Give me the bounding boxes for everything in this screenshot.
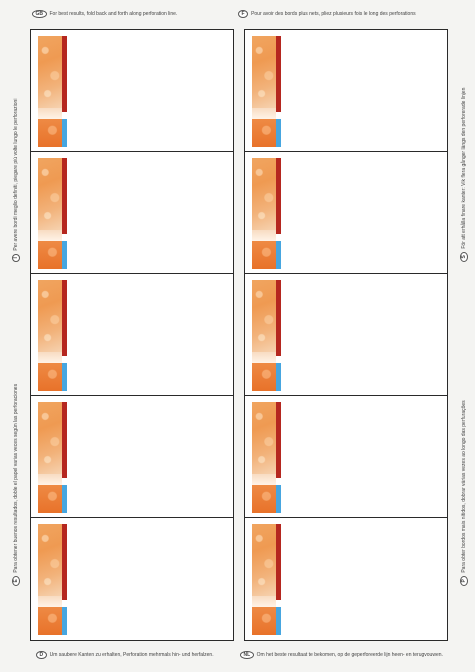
- instruction-f-text: Pour avoir des bords plus nets, pliez pl…: [251, 11, 416, 17]
- language-badge-gb: GB: [32, 10, 47, 18]
- blue-stripe: [62, 363, 67, 391]
- card-column-right: [244, 29, 448, 641]
- red-stripe: [62, 524, 67, 600]
- instruction-p-text: Para obter bordos mais nítidos, dobrar v…: [461, 400, 467, 573]
- instruction-gb: GB For best results, fold back and forth…: [32, 10, 177, 18]
- instruction-d: D Um saubere Kanten zu erhalten, Perfora…: [36, 651, 214, 659]
- perforated-card[interactable]: [31, 518, 233, 640]
- language-badge-i: I: [12, 253, 20, 262]
- card-artwork: [252, 280, 282, 391]
- perforated-card[interactable]: [31, 30, 233, 152]
- instruction-f: F Pour avoir des bords plus nets, pliez …: [238, 10, 416, 18]
- language-badge-f: F: [238, 10, 249, 18]
- instruction-d-text: Um saubere Kanten zu erhalten, Perforati…: [49, 652, 214, 658]
- card-artwork: [38, 280, 68, 391]
- perforated-card[interactable]: [245, 274, 447, 396]
- language-badge-p: P: [460, 575, 468, 586]
- instruction-p: P Para obter bordos mais nítidos, dobrar…: [460, 400, 468, 586]
- perforated-card[interactable]: [245, 396, 447, 518]
- blue-stripe: [276, 607, 281, 635]
- language-badge-d: D: [36, 651, 47, 659]
- blue-stripe: [62, 485, 67, 513]
- perforated-card[interactable]: [245, 152, 447, 274]
- instruction-s: S För att erhålla finare kanter: Vik fle…: [460, 88, 468, 262]
- blue-stripe: [276, 241, 281, 269]
- card-artwork: [38, 402, 68, 513]
- blue-stripe: [62, 119, 67, 147]
- card-artwork: [38, 524, 68, 635]
- card-artwork: [252, 158, 282, 269]
- blue-stripe: [276, 119, 281, 147]
- instruction-nl-text: Om het beste resultaat te bekomen, op de…: [256, 652, 443, 658]
- blue-stripe: [276, 363, 281, 391]
- perforated-card[interactable]: [245, 518, 447, 640]
- card-column-left: [30, 29, 234, 641]
- perforated-card[interactable]: [31, 152, 233, 274]
- red-stripe: [62, 158, 67, 234]
- card-artwork: [38, 158, 68, 269]
- language-badge-e: E: [12, 575, 20, 586]
- language-badge-s: S: [460, 251, 468, 262]
- red-stripe: [276, 402, 281, 478]
- card-artwork: [252, 36, 282, 147]
- red-stripe: [62, 280, 67, 356]
- red-stripe: [276, 524, 281, 600]
- instruction-e-text: Para obtener buenos resultados, doble el…: [13, 383, 19, 573]
- red-stripe: [276, 36, 281, 112]
- language-badge-nl: NL: [240, 651, 254, 659]
- blue-stripe: [62, 241, 67, 269]
- perforated-card[interactable]: [31, 396, 233, 518]
- card-artwork: [38, 36, 68, 147]
- perforated-card[interactable]: [31, 274, 233, 396]
- instruction-i-text: Per avere bordi meglio definiti, piegare…: [13, 98, 19, 251]
- instruction-nl: NL Om het beste resultaat te bekomen, op…: [240, 651, 443, 659]
- instruction-gb-text: For best results, fold back and forth al…: [49, 11, 178, 17]
- red-stripe: [62, 402, 67, 478]
- card-artwork: [252, 402, 282, 513]
- perforated-card[interactable]: [245, 30, 447, 152]
- blue-stripe: [62, 607, 67, 635]
- card-artwork: [252, 524, 282, 635]
- red-stripe: [276, 280, 281, 356]
- red-stripe: [276, 158, 281, 234]
- blue-stripe: [276, 485, 281, 513]
- instruction-s-text: För att erhålla finare kanter: Vik flera…: [461, 87, 467, 249]
- instruction-i: I Per avere bordi meglio definiti, piega…: [12, 99, 20, 262]
- red-stripe: [62, 36, 67, 112]
- instruction-e: E Para obtener buenos resultados, doble …: [12, 384, 20, 586]
